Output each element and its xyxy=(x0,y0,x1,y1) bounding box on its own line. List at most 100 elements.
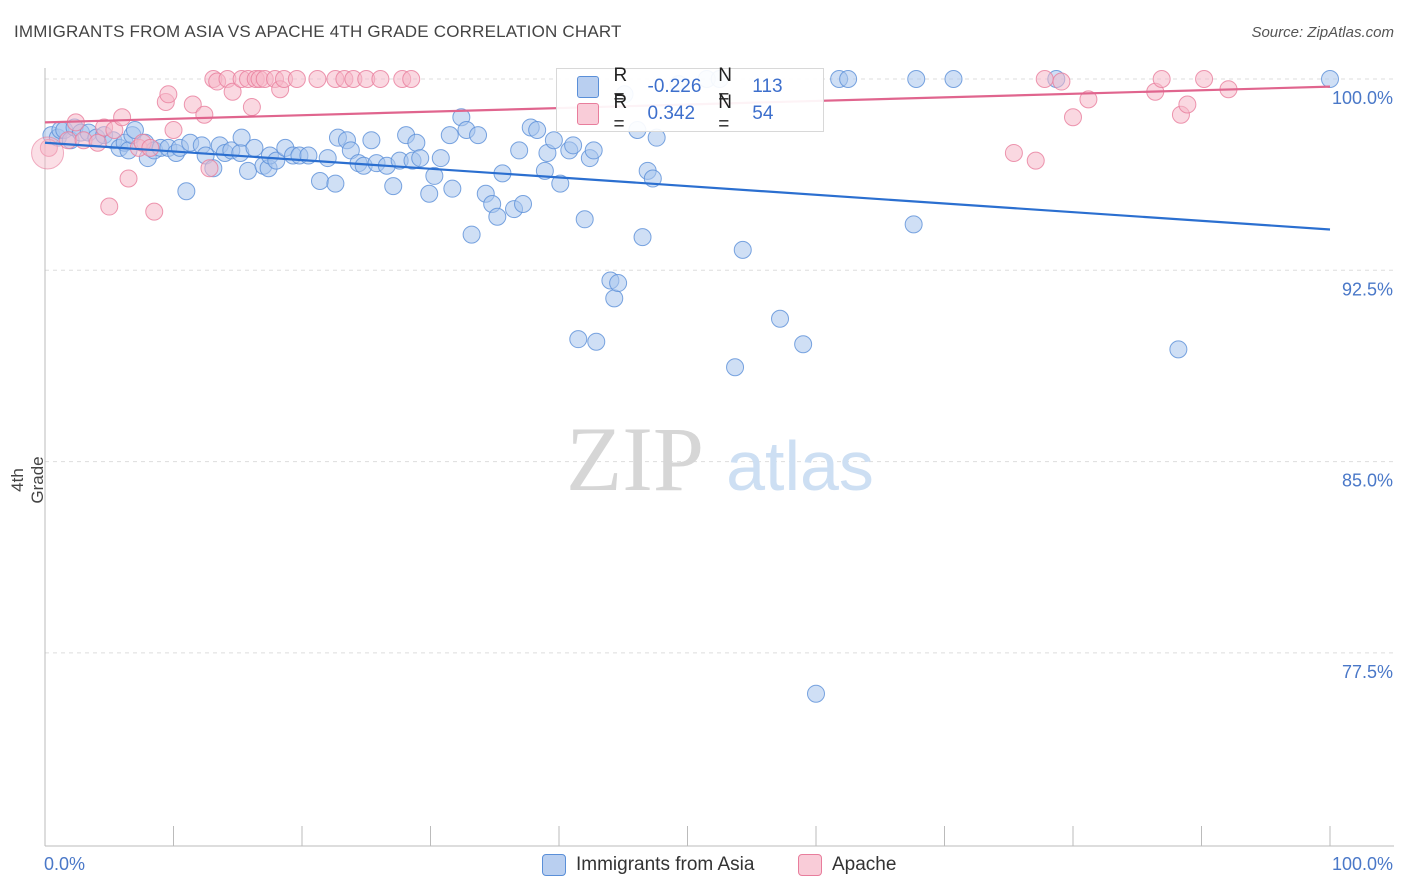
data-point-apache xyxy=(183,95,202,114)
r-value: -0.226 xyxy=(647,76,702,97)
data-point-asia xyxy=(584,141,603,160)
data-point-asia xyxy=(514,194,533,213)
data-point-asia xyxy=(232,128,251,147)
data-point-apache xyxy=(159,85,178,104)
tick-labels: 100.0% 92.5% 85.0% 77.5% 0.0% 100.0% xyxy=(44,88,1393,874)
stats-legend: R = -0.226 N = 113 R = 0.342 N = 54 xyxy=(556,65,824,135)
data-point-asia xyxy=(425,166,444,185)
r-value: 0.342 xyxy=(647,103,696,124)
data-point-asia xyxy=(431,149,450,168)
y-tick-label: 77.5% xyxy=(1342,662,1393,682)
data-point-asia xyxy=(411,149,430,168)
data-point-asia xyxy=(771,309,790,328)
data-point-apache xyxy=(1026,151,1045,170)
data-point-asia xyxy=(488,207,507,226)
data-point-apache xyxy=(141,138,160,157)
data-points xyxy=(31,70,1339,703)
x-tick-label: 0.0% xyxy=(44,854,85,874)
n-label: N = xyxy=(718,65,732,108)
chart-title: IMMIGRANTS FROM ASIA VS APACHE 4TH GRADE… xyxy=(14,22,622,41)
data-point-asia xyxy=(535,161,554,180)
data-point-asia xyxy=(443,179,462,198)
data-point-apache xyxy=(242,98,261,117)
data-point-asia xyxy=(510,141,529,160)
data-point-asia xyxy=(609,274,628,293)
data-point-asia xyxy=(407,133,426,152)
data-point-apache xyxy=(1052,72,1071,91)
data-point-asia xyxy=(177,182,196,201)
r-label: R = xyxy=(613,92,628,135)
data-point-apache xyxy=(119,169,138,188)
data-point-apache xyxy=(100,197,119,216)
data-point-apache xyxy=(1152,70,1171,88)
data-point-asia xyxy=(569,330,588,349)
data-point-apache xyxy=(113,108,132,127)
legend-swatch-blue xyxy=(542,854,566,876)
watermark-zip: ZIP xyxy=(566,408,704,510)
data-point-asia xyxy=(605,289,624,308)
data-point-asia xyxy=(575,210,594,229)
data-point-asia xyxy=(551,174,570,193)
data-point-asia xyxy=(267,151,286,170)
data-point-asia xyxy=(633,228,652,247)
data-point-apache xyxy=(200,159,219,178)
stats-row-apache: R = 0.342 N = 54 xyxy=(577,92,823,135)
y-tick-label: 92.5% xyxy=(1342,279,1393,299)
data-point-asia xyxy=(420,184,439,203)
data-point-asia xyxy=(944,70,963,88)
n-value: 113 xyxy=(752,76,783,97)
data-point-asia xyxy=(904,215,923,234)
data-point-apache xyxy=(308,70,327,88)
data-point-asia xyxy=(564,136,583,155)
data-point-apache xyxy=(1195,70,1214,88)
swatch-blue xyxy=(577,76,600,98)
data-point-apache xyxy=(371,70,390,88)
data-point-apache xyxy=(164,121,183,140)
data-point-asia xyxy=(726,358,745,377)
watermark: ZIP atlas xyxy=(566,408,874,510)
data-point-apache xyxy=(223,82,242,101)
data-point-asia xyxy=(239,161,258,180)
r-label: R = xyxy=(613,65,628,108)
data-point-asia xyxy=(469,126,488,145)
data-point-asia xyxy=(907,70,926,88)
data-point-asia xyxy=(587,332,606,351)
data-point-asia xyxy=(384,177,403,196)
data-point-apache xyxy=(145,202,164,221)
y-tick-label: 85.0% xyxy=(1342,471,1393,491)
data-point-apache xyxy=(195,105,214,124)
data-point-apache xyxy=(287,70,306,88)
data-point-asia xyxy=(528,121,547,140)
data-point-asia xyxy=(733,240,752,259)
legend-item-asia[interactable]: Immigrants from Asia xyxy=(542,852,754,878)
data-point-asia xyxy=(310,172,329,191)
data-point-asia xyxy=(807,684,825,703)
legend-swatch-pink xyxy=(798,854,822,876)
legend-item-apache[interactable]: Apache xyxy=(798,852,896,878)
data-point-asia xyxy=(1321,70,1339,88)
data-point-apache xyxy=(31,136,65,170)
y-tick-label: 100.0% xyxy=(1332,88,1393,108)
source-label: Source: ZipAtlas.com xyxy=(1251,24,1394,41)
data-point-apache xyxy=(1178,95,1197,114)
stats-row-asia: R = -0.226 N = 113 xyxy=(577,65,823,108)
trend-line-asia xyxy=(44,141,1331,231)
data-point-asia xyxy=(544,131,563,150)
legend-label-asia: Immigrants from Asia xyxy=(576,854,755,875)
data-point-asia xyxy=(1169,340,1188,359)
data-point-apache xyxy=(1079,90,1098,109)
watermark-atlas: atlas xyxy=(726,427,874,505)
legend-label-apache: Apache xyxy=(832,854,897,875)
data-point-asia xyxy=(440,126,459,145)
x-tick-label: 100.0% xyxy=(1332,854,1393,874)
axes xyxy=(44,68,1394,847)
data-point-asia xyxy=(326,174,345,193)
data-point-apache xyxy=(1035,70,1054,88)
data-point-apache xyxy=(1004,143,1023,162)
data-point-asia xyxy=(245,138,264,157)
data-point-asia xyxy=(318,149,337,168)
data-point-apache xyxy=(88,133,107,152)
data-point-asia xyxy=(362,131,381,150)
data-point-asia xyxy=(794,335,813,354)
